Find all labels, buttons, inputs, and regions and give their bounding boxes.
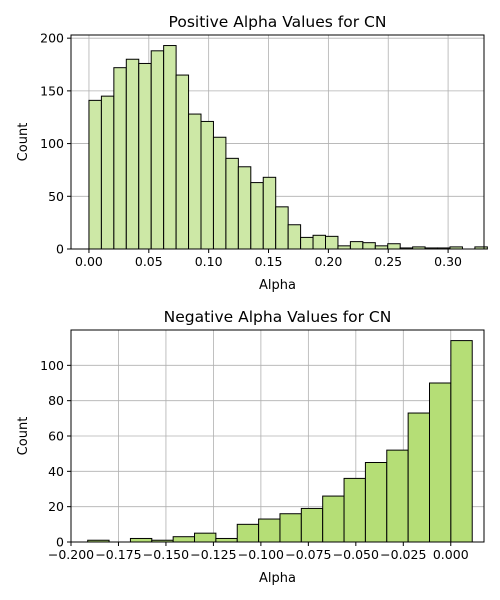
histogram-bar [300, 507, 324, 543]
x-tick-label: 0.25 [374, 254, 402, 269]
plot-frame [70, 34, 485, 250]
x-tick-label: −0.100 [238, 547, 284, 562]
chart-title: Positive Alpha Values for CN [169, 13, 387, 31]
histogram-bar [429, 382, 452, 543]
histogram-bar [343, 477, 366, 543]
x-tick-label: 0.000 [433, 547, 469, 562]
chart-title: Negative Alpha Values for CN [164, 308, 392, 326]
y-tick-label: 0 [56, 242, 64, 257]
histogram-bar [113, 67, 127, 250]
y-tick-label: 100 [40, 136, 64, 151]
x-axis-label: Alpha [259, 278, 296, 293]
x-tick-label: −0.175 [95, 547, 141, 562]
histogram-bar [407, 412, 431, 543]
y-tick-label: 60 [48, 429, 64, 444]
x-tick-label: 0.20 [314, 254, 342, 269]
histogram-bar [258, 518, 281, 543]
histogram-bar [188, 113, 202, 250]
y-tick-label: 150 [40, 83, 64, 98]
histogram-bar [163, 45, 177, 250]
x-tick-label: −0.150 [143, 547, 189, 562]
histogram-bar [175, 74, 190, 250]
histogram-bar [125, 58, 140, 250]
x-tick-label: −0.125 [190, 547, 236, 562]
x-tick-label: −0.075 [285, 547, 331, 562]
histogram-bar [362, 242, 376, 250]
y-axis-label: Count [16, 417, 31, 456]
histogram-bar [150, 50, 165, 250]
histogram-bar [262, 176, 277, 250]
y-tick-label: 50 [48, 189, 64, 204]
x-axis-label: Alpha [259, 571, 296, 586]
histogram-bar [212, 136, 227, 250]
histogram-bar [88, 99, 102, 250]
x-tick-label: 0.15 [255, 254, 283, 269]
y-tick-label: 200 [40, 31, 64, 46]
x-tick-label: 0.30 [434, 254, 462, 269]
x-tick-label: −0.025 [380, 547, 426, 562]
histogram-bar [275, 206, 289, 250]
y-tick-label: 40 [48, 464, 64, 479]
histogram-bar [312, 234, 327, 250]
histogram-bar [279, 513, 302, 543]
y-tick-label: 0 [56, 535, 64, 550]
histogram-bar [325, 235, 339, 250]
y-tick-label: 100 [40, 358, 64, 373]
histogram-bar [364, 462, 388, 543]
histogram-bar [300, 236, 314, 250]
histogram-bar [138, 62, 152, 250]
histogram-bar [100, 95, 115, 250]
histogram-bar [225, 157, 239, 250]
histogram-bar [450, 340, 473, 543]
histogram-bar [215, 537, 238, 543]
histogram-bar [237, 166, 252, 250]
x-tick-label: 0.00 [75, 254, 103, 269]
histogram-bar [200, 120, 214, 250]
histogram-bar [322, 495, 345, 543]
x-tick-label: −0.050 [333, 547, 379, 562]
x-tick-label: 0.05 [135, 254, 163, 269]
y-axis-label: Count [16, 123, 31, 162]
histogram-bar [172, 536, 196, 543]
histogram-bar [129, 537, 153, 543]
histogram-bar [287, 224, 302, 250]
negative-alpha-histogram: −0.200 −0.175 −0.150 −0.125 −0.100 −0.075 −0.0… [16, 308, 485, 586]
histogram-bar [386, 449, 409, 543]
histogram-bar [250, 182, 264, 250]
x-tick-label: 0.10 [195, 254, 223, 269]
histogram-bar [236, 523, 260, 543]
y-tick-label: 20 [48, 499, 64, 514]
y-tick-label: 80 [48, 393, 64, 408]
histogram-bar [387, 243, 401, 250]
histogram-bar [349, 241, 364, 250]
histogram-bar [194, 532, 217, 543]
positive-alpha-histogram: 0.00 0.05 0.10 0.15 0.20 0.25 0.30 0 50 100 150 200… [16, 13, 488, 293]
x-tick-label: −0.200 [48, 547, 94, 562]
